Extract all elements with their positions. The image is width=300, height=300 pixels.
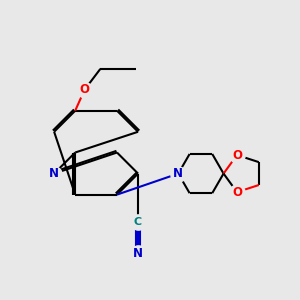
Text: O: O (80, 83, 90, 96)
Text: O: O (232, 148, 242, 161)
Text: O: O (232, 186, 242, 199)
Text: N: N (49, 167, 59, 180)
Text: N: N (133, 247, 143, 260)
Text: C: C (134, 217, 142, 227)
Text: N: N (173, 167, 183, 180)
